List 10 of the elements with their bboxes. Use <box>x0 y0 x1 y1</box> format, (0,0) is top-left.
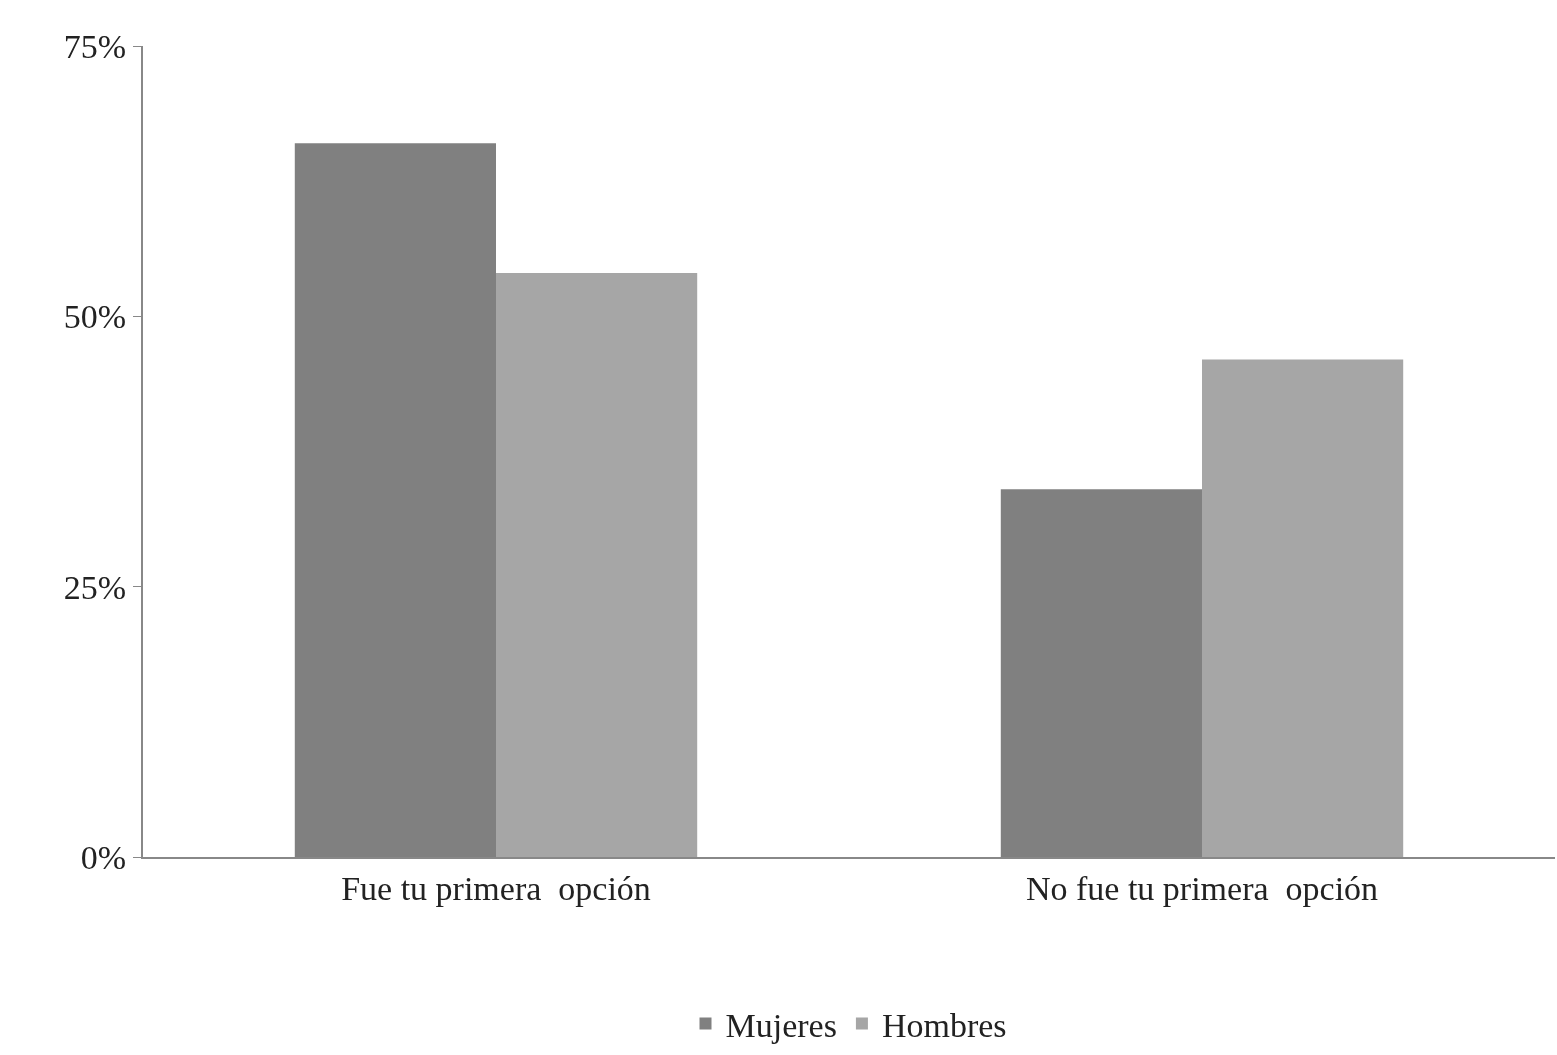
x-tick-label: No fue tu primera opción <box>1025 869 1379 907</box>
x-tick-label: Fue tu primera opción <box>341 869 651 907</box>
y-tick-label: 50% <box>63 298 127 336</box>
y-tick-label: 25% <box>63 568 127 606</box>
y-tick-label: 75% <box>63 27 127 65</box>
legend-label: Hombres <box>881 1006 1007 1044</box>
legend-label: Mujeres <box>725 1006 837 1044</box>
bar <box>1202 359 1404 857</box>
bar <box>496 273 698 857</box>
y-tick-label: 0% <box>80 838 127 876</box>
